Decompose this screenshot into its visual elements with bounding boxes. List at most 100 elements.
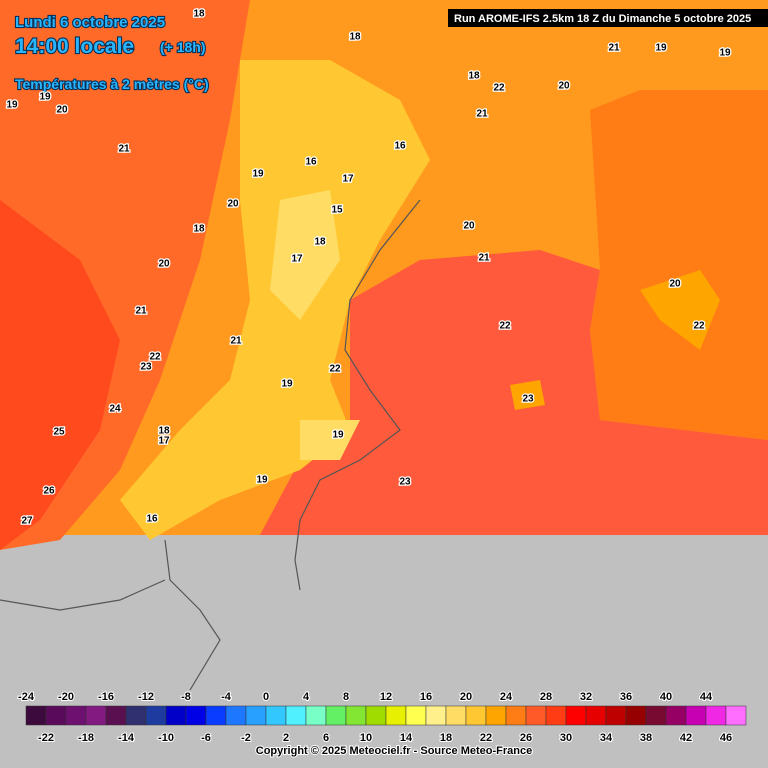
temperature-label: 22 [493,83,505,94]
field-peaks [270,190,360,460]
legend-tick-top: -8 [181,691,191,703]
legend-tick-top: -12 [138,691,154,703]
temperature-label: 22 [693,321,705,332]
legend-tick-bottom: 46 [720,732,732,744]
temperature-label: 20 [669,279,681,290]
legend-tick-top: 16 [420,691,432,703]
temperature-label: 27 [21,516,33,527]
legend-cell [565,705,587,726]
temperature-label: 17 [291,254,303,265]
temperature-label: 18 [314,237,326,248]
temperature-label: 21 [476,109,488,120]
legend-tick-bottom: 42 [680,732,692,744]
temperature-label: 22 [149,352,161,363]
legend-cell [385,705,407,726]
legend-tick-bottom: 10 [360,732,372,744]
field-islands [510,270,720,410]
legend-cell [665,705,687,726]
legend-cell [245,705,267,726]
legend-cell [705,705,727,726]
legend-tick-top: 24 [500,691,513,703]
temperature-label: 20 [558,81,570,92]
legend-cell [525,705,547,726]
legend-tick-bottom: 26 [520,732,532,744]
legend-tick-bottom: 22 [480,732,492,744]
legend-cell [685,705,707,726]
temperature-label: 17 [342,174,354,185]
temperature-label: 19 [6,100,18,111]
legend-cell [625,705,647,726]
legend-tick-bottom: -6 [201,732,211,744]
legend-tick-bottom: -22 [38,732,54,744]
legend-tick-top: -16 [98,691,114,703]
temperature-label: 18 [193,224,205,235]
field-sea-east [590,90,768,440]
temperature-label: 19 [281,379,293,390]
legend-tick-bottom: 30 [560,732,572,744]
legend-cell [645,705,667,726]
temperature-label: 18 [193,9,205,20]
legend-tick-top: 4 [303,691,310,703]
legend-cell [165,705,187,726]
borders [0,199,421,691]
legend-cell [205,705,227,726]
legend-tick-top: -20 [58,691,74,703]
temperature-label: 15 [331,205,343,216]
temperature-label: 16 [146,514,158,525]
variable: Températures à 2 mètres (°C) [15,76,209,92]
temperature-label: 18 [158,426,170,437]
legend-cell [105,705,127,726]
legend-cell [585,705,607,726]
temperature-label: 21 [135,306,147,317]
temperature-label: 20 [463,221,475,232]
legend-cell [45,705,67,726]
legend-cell [465,705,487,726]
lead: (+ 18h) [160,39,206,55]
legend-tick-top: 44 [700,691,713,703]
legend-cell [605,705,627,726]
legend-cell [65,705,87,726]
run-info: Run AROME-IFS 2.5km 18 Z du Dimanche 5 o… [454,13,751,25]
temperature-label: 19 [252,169,264,180]
temperature-label: 24 [109,404,121,415]
temperature-label: 22 [329,364,341,375]
temperature-label: 23 [399,477,411,488]
temperature-label: 17 [158,436,170,447]
temperature-label: 23 [140,362,152,373]
legend-tick-top: 8 [343,691,349,703]
legend-cell [505,705,527,726]
legend-tick-top: 32 [580,691,592,703]
temperature-label: 21 [118,144,130,155]
legend-cell [485,705,507,726]
legend-cell [225,705,247,726]
temperature-label: 19 [655,43,667,54]
legend-tick-bottom: 18 [440,732,452,744]
legend-tick-bottom: 14 [400,732,413,744]
legend-cell [725,705,747,726]
temperature-label: 20 [56,105,68,116]
time: 14:00 locale [15,35,134,58]
legend-tick-top: 28 [540,691,552,703]
temperature-label: 19 [39,92,51,103]
temperature-label: 19 [256,475,268,486]
legend-tick-top: 20 [460,691,472,703]
temperature-label: 16 [394,141,406,152]
run-box [448,9,768,27]
temperature-label: 20 [227,199,239,210]
field-mountains [120,60,430,540]
legend-cell [345,705,367,726]
copyright: Copyright © 2025 Meteociel.fr - Source M… [256,745,532,757]
legend-cell [85,705,107,726]
legend-tick-bottom: 38 [640,732,652,744]
temperature-label: 18 [349,32,361,43]
temperature-label: 21 [478,253,490,264]
legend-cell [125,705,147,726]
temperature-label: 22 [499,321,511,332]
legend-tick-top: -24 [18,691,35,703]
temperature-field [0,0,768,550]
temperature-label: 21 [608,43,620,54]
temperature-label: 26 [43,486,55,497]
legend-cell [305,705,327,726]
